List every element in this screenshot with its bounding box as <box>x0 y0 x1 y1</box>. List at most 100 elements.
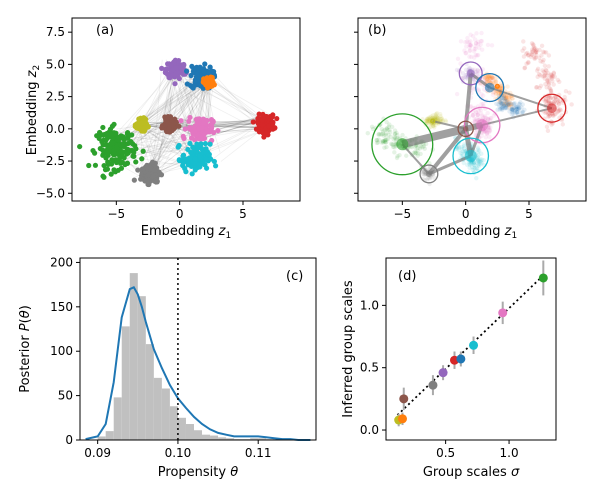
posterior-sample <box>502 98 507 104</box>
posterior-sample <box>499 101 504 107</box>
x-tick-label: 0.09 <box>84 446 111 460</box>
posterior-sample <box>546 95 551 100</box>
posterior-sample <box>382 139 388 144</box>
posterior-sample <box>392 131 398 136</box>
posterior-sample <box>516 101 522 107</box>
posterior-sample <box>392 135 398 141</box>
node-point <box>192 156 198 162</box>
posterior-sample <box>497 99 502 105</box>
edge <box>151 71 175 172</box>
node-point <box>192 128 198 134</box>
posterior-sample <box>472 37 478 42</box>
posterior-sample <box>392 131 398 137</box>
hist-bar <box>258 438 267 440</box>
posterior-sample <box>550 74 555 80</box>
posterior-sample <box>546 99 551 104</box>
posterior-sample <box>461 146 467 151</box>
posterior-sample <box>383 132 388 138</box>
posterior-sample <box>431 123 436 129</box>
node-point <box>181 135 187 142</box>
node-point <box>101 174 107 180</box>
node-point <box>86 162 92 169</box>
posterior-sample <box>432 115 438 120</box>
posterior-sample <box>522 65 528 70</box>
posterior-sample <box>470 165 475 170</box>
edge <box>143 79 169 124</box>
panel-b-label: (b) <box>368 23 386 38</box>
posterior-sample <box>379 132 384 137</box>
posterior-sample <box>467 48 472 54</box>
scale-point-cyan <box>469 340 479 350</box>
posterior-sample <box>515 106 521 111</box>
posterior-sample <box>556 102 562 107</box>
posterior-sample <box>380 138 386 144</box>
node-point <box>204 117 210 124</box>
edge <box>211 124 259 160</box>
posterior-sample <box>508 100 513 106</box>
node-point <box>180 159 186 165</box>
node-point <box>198 145 205 152</box>
posterior-sample <box>542 76 548 81</box>
node-point <box>111 148 117 154</box>
posterior-sample <box>479 47 485 52</box>
x-tick-label: 0 <box>462 207 470 221</box>
posterior-sample <box>467 162 473 168</box>
node-point <box>131 177 137 183</box>
posterior-sample <box>478 111 484 116</box>
posterior-sample <box>512 108 518 113</box>
group-circle-brown <box>457 120 474 138</box>
edge <box>117 117 258 162</box>
cluster-brown <box>159 114 182 135</box>
posterior-sample <box>503 104 509 109</box>
y-tick-label: 1.0 <box>360 298 379 312</box>
posterior-sample <box>459 154 464 159</box>
posterior-sample <box>549 76 554 81</box>
posterior-sample <box>473 41 479 46</box>
group-circle-red <box>537 93 567 123</box>
group-edge <box>463 73 473 130</box>
x-tick-label: 5 <box>525 207 533 221</box>
hist-bar <box>226 438 235 440</box>
posterior-sample <box>540 59 545 65</box>
posterior-sample <box>497 97 503 103</box>
posterior-sample <box>481 101 486 107</box>
posterior-sample <box>427 161 432 166</box>
cluster-green <box>77 121 146 180</box>
posterior-sample <box>459 144 464 150</box>
posterior-sample <box>533 85 539 90</box>
posterior-sample <box>487 74 492 79</box>
node-point <box>167 75 173 81</box>
posterior-sample <box>479 151 484 156</box>
posterior-sample <box>503 95 508 101</box>
posterior-sample <box>530 42 536 47</box>
posterior-sample <box>509 96 515 101</box>
posterior-sample <box>392 135 397 140</box>
cluster-pink <box>178 114 221 147</box>
posterior-sample <box>467 161 472 167</box>
posterior-sample <box>540 74 545 79</box>
edge <box>141 87 171 165</box>
node-point <box>197 83 204 89</box>
posterior-sample <box>528 54 533 59</box>
edge <box>173 85 206 124</box>
posterior-sample <box>476 41 481 47</box>
node-point <box>199 125 205 131</box>
posterior-sample <box>376 131 382 137</box>
panel-a-frame <box>71 17 301 202</box>
posterior-sample <box>424 118 429 123</box>
posterior-sample <box>473 46 478 51</box>
posterior-sample <box>499 104 504 109</box>
posterior-sample <box>463 50 469 56</box>
posterior-sample <box>456 148 462 153</box>
cluster-gray <box>131 159 165 188</box>
group-center-orange <box>494 83 500 89</box>
posterior-sample <box>479 160 485 166</box>
node-point <box>207 141 213 147</box>
node-point <box>269 114 275 120</box>
posterior-sample <box>545 70 551 76</box>
posterior-sample <box>550 112 556 117</box>
posterior-sample <box>526 52 531 58</box>
posterior-sample <box>392 145 397 150</box>
posterior-sample <box>486 116 491 122</box>
posterior-sample <box>424 177 430 182</box>
